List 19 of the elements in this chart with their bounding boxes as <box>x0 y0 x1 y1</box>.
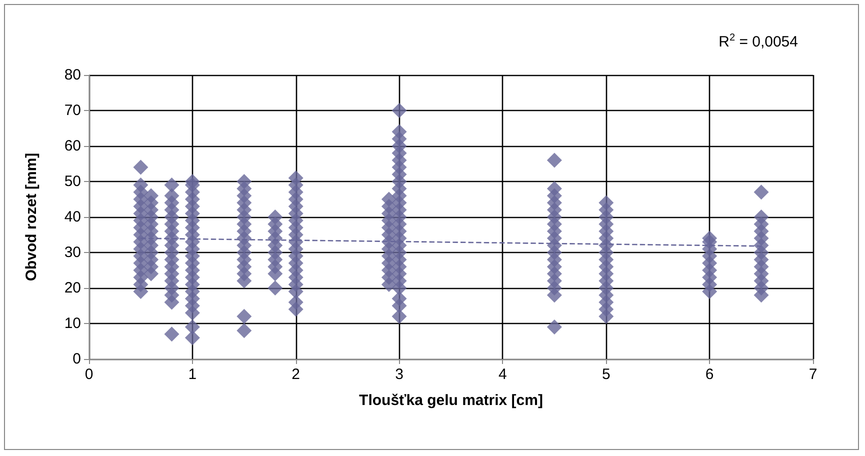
x-tick-label: 0 <box>84 366 94 383</box>
y-tick-label: 40 <box>64 208 81 226</box>
y-tick-label: 0 <box>72 350 81 368</box>
y-tick-label: 30 <box>64 244 81 261</box>
x-tick-label: 7 <box>808 366 818 383</box>
x-tick-label: 3 <box>395 366 404 383</box>
y-tick-label: 70 <box>64 102 81 119</box>
x-tick-label: 5 <box>602 366 610 383</box>
x-axis-title: Tloušťka gelu matrix [cm] <box>359 392 543 409</box>
y-tick-label: 80 <box>64 66 81 84</box>
x-tick-label: 1 <box>188 366 197 383</box>
y-tick-label: 10 <box>64 315 81 332</box>
y-tick-label: 60 <box>64 138 81 154</box>
y-tick-label: 50 <box>64 173 81 190</box>
y-tick-label: 20 <box>64 280 81 296</box>
x-tick-label: 4 <box>498 366 507 383</box>
x-tick-label: 2 <box>292 366 300 383</box>
y-axis-title: Obvod rozet [mm] <box>23 152 40 282</box>
x-tick-label: 6 <box>705 366 714 383</box>
